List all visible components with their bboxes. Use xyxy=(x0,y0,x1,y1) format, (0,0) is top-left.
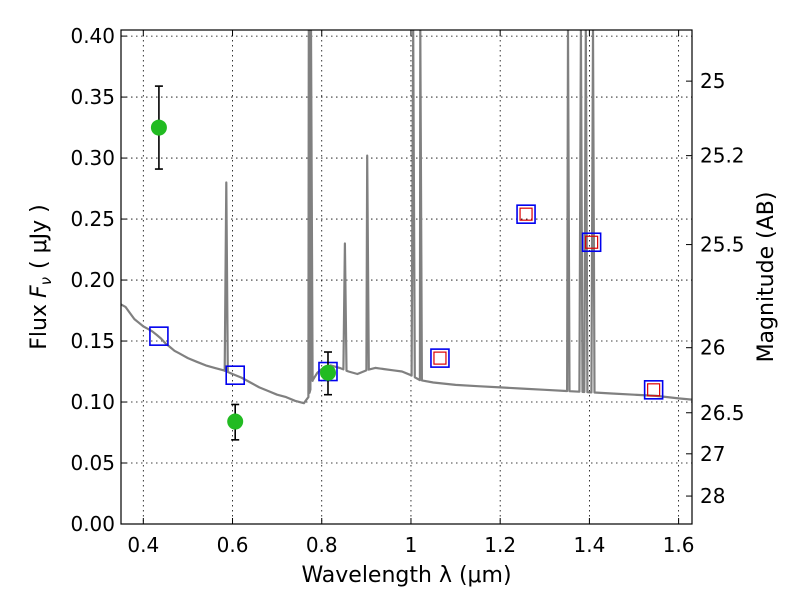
x-tick-label: 1.6 xyxy=(663,533,695,557)
y-axis-label-units: ( μJy ) xyxy=(27,204,52,269)
right-axis-label: Magnitude (AB) xyxy=(754,192,779,363)
axis-ticks: 0.4 0.6 0.8 1 1.2 1.4 1.6 0.00 0.05 0.10 0.15 0.20 0… xyxy=(70,24,744,557)
mag-tick-label: 25.5 xyxy=(700,233,745,257)
model-spectrum-line xyxy=(121,30,692,405)
model-photometry-box xyxy=(149,326,169,346)
plot-area xyxy=(121,30,692,405)
mag-tick-label: 26.5 xyxy=(700,401,745,425)
model-photometry-inner-box xyxy=(585,235,599,249)
y-tick-label: 0.40 xyxy=(70,24,115,48)
observed-point xyxy=(319,364,336,381)
grid-lines xyxy=(121,30,692,524)
model-photometry-inner-box xyxy=(433,351,447,365)
observed-point xyxy=(227,413,244,430)
mag-tick-label: 25.2 xyxy=(700,144,745,168)
mag-tick-label: 26 xyxy=(700,336,725,360)
y-axis-label-sub: ν xyxy=(37,277,55,285)
y-axis-label: Flux Fν ( μJy ) xyxy=(27,204,55,349)
y-tick-label: 0.10 xyxy=(70,390,115,414)
model-photometry-box xyxy=(225,365,245,385)
x-tick-label: 1 xyxy=(405,533,418,557)
axes-frame xyxy=(120,29,693,525)
y-tick-label: 0.00 xyxy=(70,512,115,536)
data-markers xyxy=(149,85,664,441)
mag-tick-label: 28 xyxy=(700,484,725,508)
model-photometry-box xyxy=(430,348,450,368)
y-tick-label: 0.25 xyxy=(70,207,115,231)
model-photometry-inner-box xyxy=(647,383,661,397)
y-tick-label: 0.05 xyxy=(70,451,115,475)
y-tick-label: 0.20 xyxy=(70,268,115,292)
model-photometry-box xyxy=(581,232,602,253)
observed-point xyxy=(150,119,167,136)
y-tick-label: 0.15 xyxy=(70,329,115,353)
mag-tick-label: 25 xyxy=(700,69,725,93)
y-axis-label-text: Flux xyxy=(27,304,52,350)
y-axis-label-f: F xyxy=(27,285,52,298)
model-photometry-box xyxy=(516,204,536,224)
model-photometry-inner-box xyxy=(519,207,533,221)
y-tick-label: 0.35 xyxy=(70,85,115,109)
x-tick-label: 1.2 xyxy=(484,533,516,557)
x-tick-label: 0.4 xyxy=(127,533,159,557)
x-tick-label: 0.6 xyxy=(217,533,249,557)
x-tick-label: 1.4 xyxy=(573,533,605,557)
x-axis-label: Wavelength λ (μm) xyxy=(301,563,511,588)
mag-tick-label: 27 xyxy=(700,442,725,466)
y-tick-label: 0.30 xyxy=(70,146,115,170)
model-photometry-box xyxy=(643,380,664,400)
x-tick-label: 0.8 xyxy=(306,533,338,557)
